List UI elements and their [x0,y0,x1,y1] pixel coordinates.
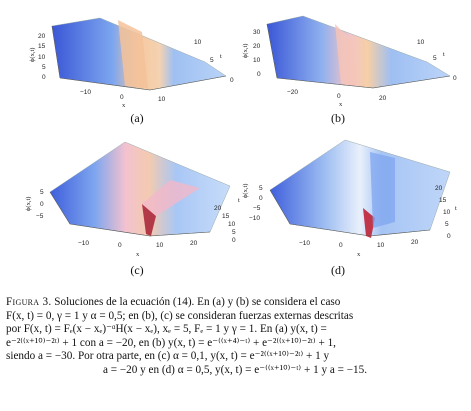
ztick-b-0: 30 [253,29,261,36]
xtick-c-0: −10 [78,240,89,247]
surface-c [49,141,231,237]
panel-label-b: (b) [331,111,345,125]
surface-plot-c: 5 0 −5 ϕ(x,t) −10 0 10 20 x 20 15 10 5 0… [25,141,240,258]
panel-a: 20 15 10 5 0 ϕ(x,t) −10 0 10 x 10 5 0 t [29,2,240,122]
xtick-c-1: 0 [118,242,122,249]
tlabel-b: t [443,51,445,58]
caption-line-1: Figura 3. Soluciones de la ecuación (14)… [6,296,464,310]
panel-label-c: (c) [130,263,144,277]
ztick-c-2: −5 [36,213,44,220]
ttick-c-2: 10 [228,221,236,228]
surface-b [266,15,451,89]
ttick-d-1: 15 [439,197,447,204]
ztick-a-4: 0 [42,74,46,81]
ztick-d-3: −10 [249,215,260,222]
ztick-b-3: 0 [257,71,261,78]
caption-line-1-text: Soluciones de la ecuación (14). En (a) y… [54,296,341,308]
panel-c: 5 0 −5 ϕ(x,t) −10 0 10 20 x 20 15 10 5 0… [25,132,245,267]
ttick-b-0: 10 [417,39,425,46]
ztick-a-0: 20 [38,33,46,40]
caption-label: Figura 3. [6,296,52,308]
ztick-d-1: 0 [259,195,263,202]
dip-d [363,208,375,238]
caption-line-2: F(x, t) = 0, γ = 1 y α = 0,5; en (b), (c… [6,309,354,322]
ttick-a-2: 0 [230,77,234,84]
xlabel-b: x [339,101,343,108]
xtick-a-0: −10 [80,89,91,96]
ttick-d-0: 20 [435,185,443,192]
xtick-c-3: 20 [190,240,198,247]
ztick-c-1: 0 [40,201,44,208]
surface-plot-d: 5 0 −5 −10 ϕ(x,t) −10 0 10 20 x 20 15 10… [242,139,457,258]
xtick-d-2: 10 [377,242,385,249]
panel-b: 30 20 10 0 ϕ(x,t) −20 0 20 x 10 5 0 t [242,2,465,122]
xlabel-a: x [122,102,126,109]
ztick-d-2: −5 [253,205,261,212]
zlabel-c: ϕ(x,t) [25,197,32,211]
figure-caption: Figura 3. Soluciones de la ecuación (14)… [6,296,464,378]
ttick-d-4: 0 [447,233,451,240]
ttick-d-3: 5 [445,221,449,228]
zlabel-d: ϕ(x,t) [242,184,249,198]
ttick-c-4: 0 [232,237,236,244]
ttick-a-0: 10 [194,39,202,46]
panel-label-d: (d) [331,263,345,277]
ttick-d-2: 10 [443,209,451,216]
tlabel-a: t [220,53,222,60]
xtick-a-1: 0 [120,94,124,101]
ttick-c-1: 15 [222,213,230,220]
surface-plot-b: 30 20 10 0 ϕ(x,t) −20 0 20 x 10 5 0 t [242,15,457,108]
ztick-c-0: 5 [40,189,44,196]
ttick-c-3: 5 [232,229,236,236]
xtick-c-2: 10 [156,242,164,249]
tlabel-d: t [455,205,457,212]
zlabel-b: ϕ(x,t) [242,44,249,58]
xtick-a-2: 10 [158,96,166,103]
xtick-d-3: 20 [411,239,419,246]
ttick-a-1: 5 [210,57,214,64]
ztick-b-2: 10 [253,57,261,64]
xtick-d-1: 0 [339,242,343,249]
caption-line-6: a = −20 y en (d) α = 0,5, y(x, t) = e⁻⁽⁽… [102,363,368,376]
ttick-b-1: 5 [433,55,437,62]
zlabel-a: ϕ(x,t) [29,48,36,62]
ztick-a-3: 5 [42,64,46,71]
xtick-d-0: −10 [299,240,310,247]
ztick-a-1: 15 [38,43,46,50]
sheet-d [370,152,395,228]
ztick-b-1: 20 [253,43,261,50]
xtick-b-0: −20 [287,89,298,96]
ztick-d-0: 5 [259,185,263,192]
fold-c [142,180,200,216]
caption-line-3: por F(x, t) = Fₑ(x − xₑ)⁻ᵅH(x − xₑ), xₑ … [6,323,327,336]
xtick-b-2: 20 [379,95,387,102]
ttick-b-2: 0 [453,75,457,82]
ztick-a-2: 10 [38,54,46,61]
xtick-b-1: 0 [337,93,341,100]
panel-d: 5 0 −5 −10 ϕ(x,t) −10 0 10 20 x 20 15 10… [242,132,465,267]
caption-line-4: e⁻²⁽⁽ˣ⁺¹⁰⁾⁻²ᵗ⁾ + 1 con a = −20, en (b) y… [6,336,336,349]
xlabel-c: x [136,251,140,258]
surface-d [269,139,451,237]
surface-plot-a: 20 15 10 5 0 ϕ(x,t) −10 0 10 x 10 5 0 t [29,17,234,109]
panel-label-a: (a) [130,111,144,125]
caption-line-5: siendo a = −30. Por otra parte, en (c) α… [6,350,330,363]
ridge-b [335,24,357,86]
ttick-c-0: 20 [214,205,222,212]
dip-c [142,204,156,236]
tlabel-c: t [238,197,240,204]
xlabel-d: x [357,251,361,258]
ridge-a [118,20,148,88]
